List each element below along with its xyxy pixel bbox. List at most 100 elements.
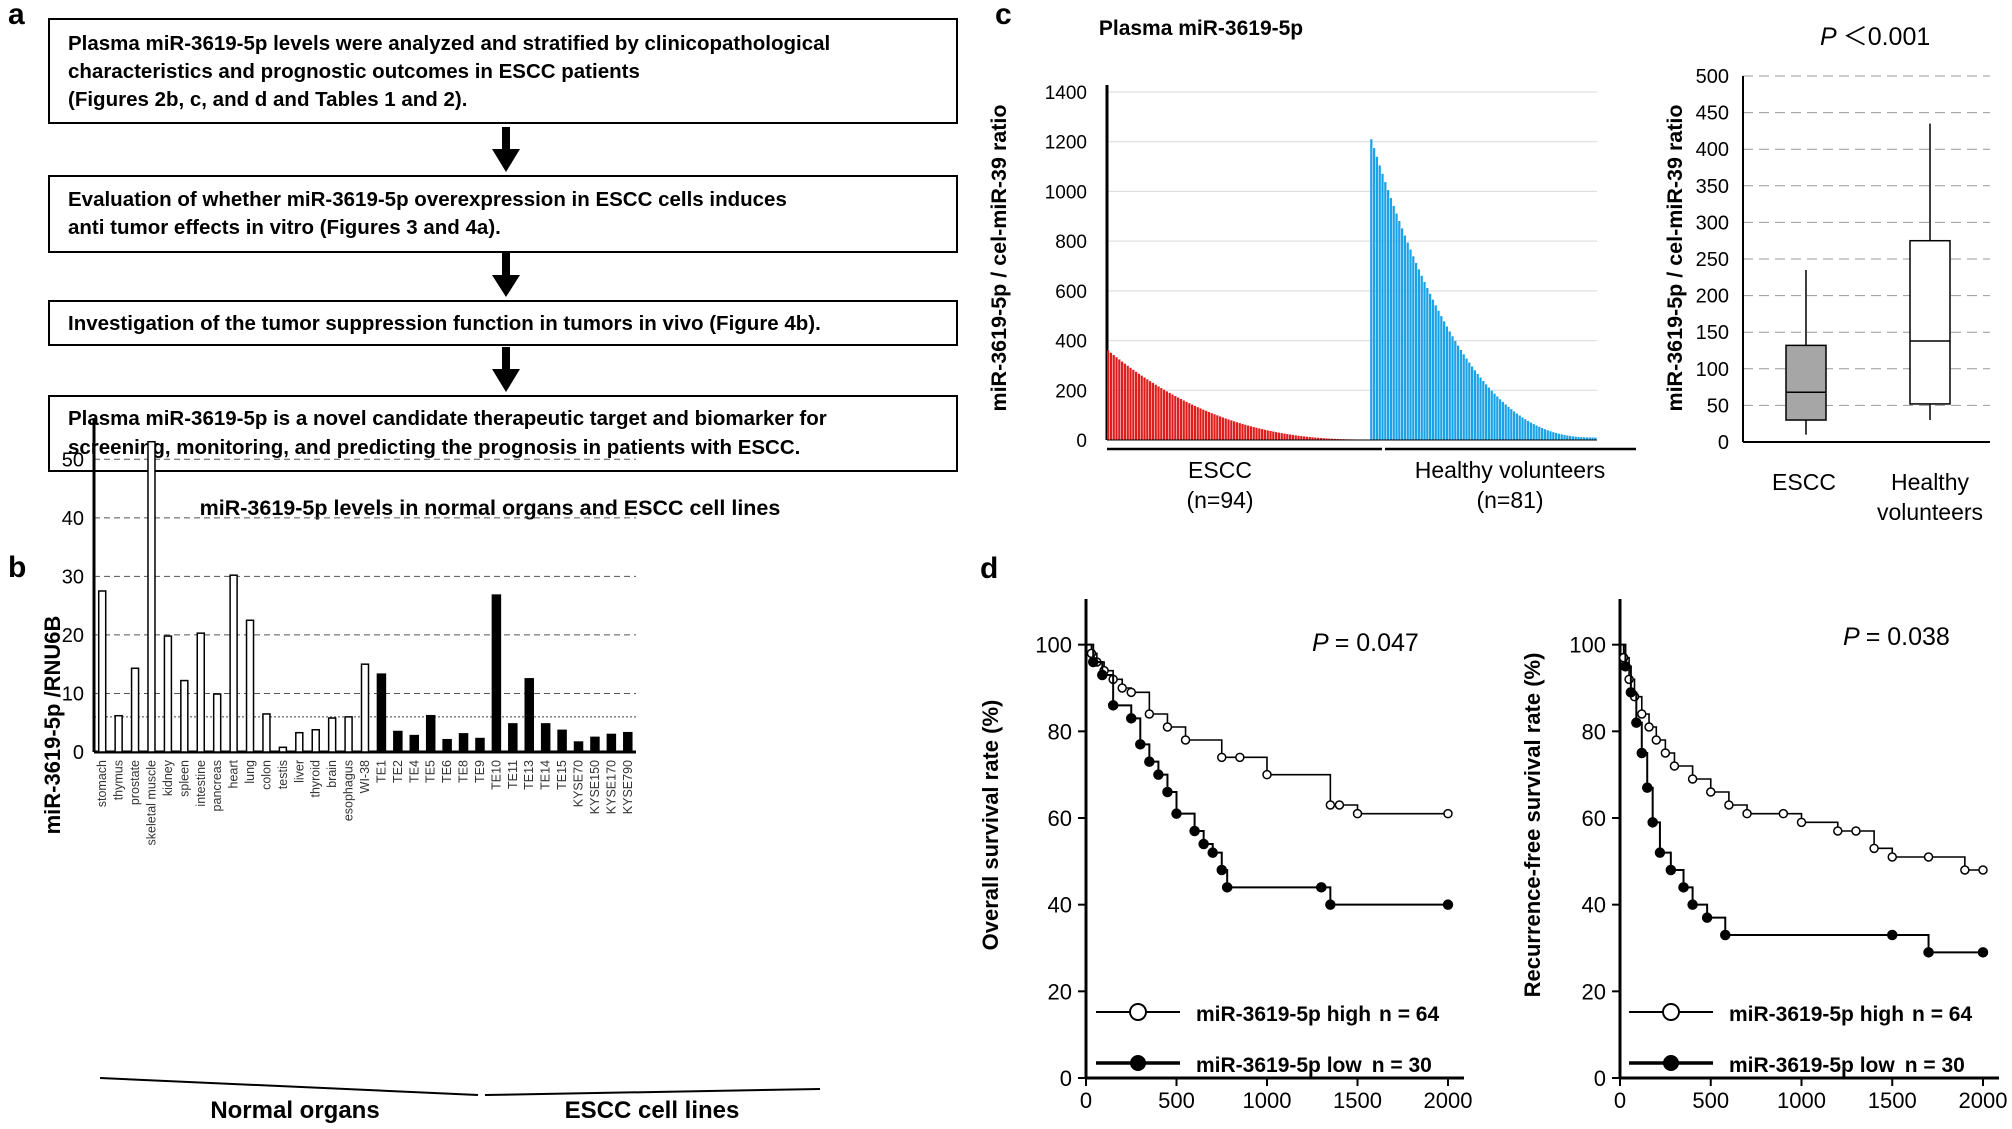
y-tick-label: 800 xyxy=(1055,232,1087,253)
bar xyxy=(1412,256,1415,440)
bar xyxy=(1314,437,1317,440)
bar-te11 xyxy=(508,723,518,753)
bar-pancreas xyxy=(212,693,222,753)
chart-d2-pvalue: P = 0.038 xyxy=(1843,623,1950,651)
bar xyxy=(1560,434,1563,440)
bar-te6 xyxy=(442,738,452,753)
x-tick-label: TE6 xyxy=(440,760,454,783)
bar xyxy=(1431,299,1435,440)
bar xyxy=(1490,390,1493,440)
x-tick-label: 500 xyxy=(1692,1088,1729,1113)
censor-mark xyxy=(1620,661,1631,672)
group-bracket-escc xyxy=(484,1088,821,1096)
censor-mark xyxy=(1180,735,1191,745)
y-tick-label: 350 xyxy=(1696,176,1729,198)
bar xyxy=(1275,432,1278,440)
box xyxy=(1909,239,1951,405)
y-tick-label: 250 xyxy=(1696,249,1729,271)
censor-mark xyxy=(1687,774,1698,784)
x-tick-label: KYSE70 xyxy=(572,760,586,807)
bar xyxy=(1426,287,1429,440)
x-tick-label: spleen xyxy=(177,760,191,797)
y-tick-label: 80 xyxy=(1582,719,1606,744)
y-tick-label: 0 xyxy=(1718,432,1729,454)
bar xyxy=(1317,437,1320,440)
bar-thymus xyxy=(114,714,123,753)
chart-d2-legend: miR-3619-5p high n = 64 miR-3619-5p low n … xyxy=(1629,1003,1972,1077)
chart-c-box-p-letter: P xyxy=(1820,23,1837,51)
bar xyxy=(1457,345,1460,440)
chart-d1-ylabel: Overall survival rate (%) xyxy=(978,700,1003,951)
chart-d2-ylabel: Recurrence-free survival rate (%) xyxy=(1520,653,1545,998)
bar xyxy=(1501,401,1505,440)
bar xyxy=(1557,433,1561,440)
bar xyxy=(1591,437,1594,440)
flow-box-1-line-1: Plasma miR-3619-5p levels were analyzed … xyxy=(68,32,830,55)
bar xyxy=(1401,228,1404,440)
censor-mark xyxy=(1644,722,1654,732)
bar xyxy=(1529,422,1533,440)
bar xyxy=(1294,435,1297,440)
bar xyxy=(1524,419,1527,440)
censor-mark xyxy=(1221,882,1233,893)
bar xyxy=(1188,403,1191,440)
chart-c-box-p-value: ＜0.001 xyxy=(1843,23,1931,51)
chart-b-group-label-escc: ESCC cell lines xyxy=(565,1097,740,1124)
censor-mark xyxy=(1235,752,1245,763)
y-tick-label: 400 xyxy=(1055,332,1087,353)
bar xyxy=(1135,371,1138,440)
x-tick-label: 0 xyxy=(1614,1088,1626,1113)
bar xyxy=(1445,326,1449,440)
flow-box-1 xyxy=(48,18,958,124)
x-tick-label: TE1 xyxy=(374,760,388,783)
censor-mark xyxy=(1706,787,1716,797)
censor-mark xyxy=(1631,717,1642,728)
bar-te4 xyxy=(409,734,420,753)
y-tick-label: 40 xyxy=(62,508,84,530)
bar-intestine xyxy=(196,632,206,753)
chart-c-ylabel: miR-3619-5p / cel-miR-39 ratio xyxy=(987,104,1011,411)
censor-mark xyxy=(1171,808,1182,819)
x-tick-label: TE2 xyxy=(391,760,405,783)
censor-mark xyxy=(1126,687,1136,698)
bar xyxy=(1311,437,1314,440)
bar xyxy=(1571,436,1575,440)
bar xyxy=(1406,242,1409,440)
bar-kyse150 xyxy=(590,736,600,753)
chart-c-box-pvalue: P ＜0.001 xyxy=(1820,23,1930,51)
bar-thyroid xyxy=(311,729,320,753)
y-tick-label: 600 xyxy=(1055,282,1087,303)
bar xyxy=(1224,418,1227,440)
flow-box-4-line-1: Plasma miR-3619-5p is a novel candidate … xyxy=(68,407,827,430)
bar xyxy=(1182,400,1185,440)
x-tick-label: esophagus xyxy=(342,760,356,821)
flow-box-2-line-2: anti tumor effects in vitro (Figures 3 a… xyxy=(68,216,501,239)
y-tick-label: 0 xyxy=(1076,431,1087,452)
bar xyxy=(1247,425,1250,440)
bar xyxy=(1286,434,1289,440)
bar xyxy=(1331,438,1334,440)
chart-d1-legend-low: miR-3619-5p low n = 30 xyxy=(1196,1054,1432,1077)
x-tick-label: liver xyxy=(292,760,306,783)
y-tick-label: 0 xyxy=(1060,1066,1072,1091)
bar xyxy=(1115,357,1118,440)
bar xyxy=(1143,377,1146,440)
bar xyxy=(1409,249,1412,440)
x-tick-label: colon xyxy=(259,760,273,790)
bar xyxy=(1193,405,1197,440)
bar xyxy=(1518,415,1521,440)
bar xyxy=(1289,434,1292,440)
bar xyxy=(1336,438,1339,440)
bar-te15 xyxy=(557,729,567,753)
flow-arrow-1 xyxy=(492,127,520,172)
y-tick-label: 60 xyxy=(1582,806,1606,831)
y-tick-label: 20 xyxy=(1048,979,1072,1004)
y-tick-label: 400 xyxy=(1696,139,1729,161)
bar-te2 xyxy=(393,730,403,753)
x-tick-label: KYSE170 xyxy=(604,760,618,814)
censor-mark xyxy=(1742,808,1752,819)
x-tick-label: pancreas xyxy=(210,760,224,811)
x-tick-label: 1500 xyxy=(1333,1088,1382,1113)
x-tick-label: KYSE790 xyxy=(621,760,635,814)
